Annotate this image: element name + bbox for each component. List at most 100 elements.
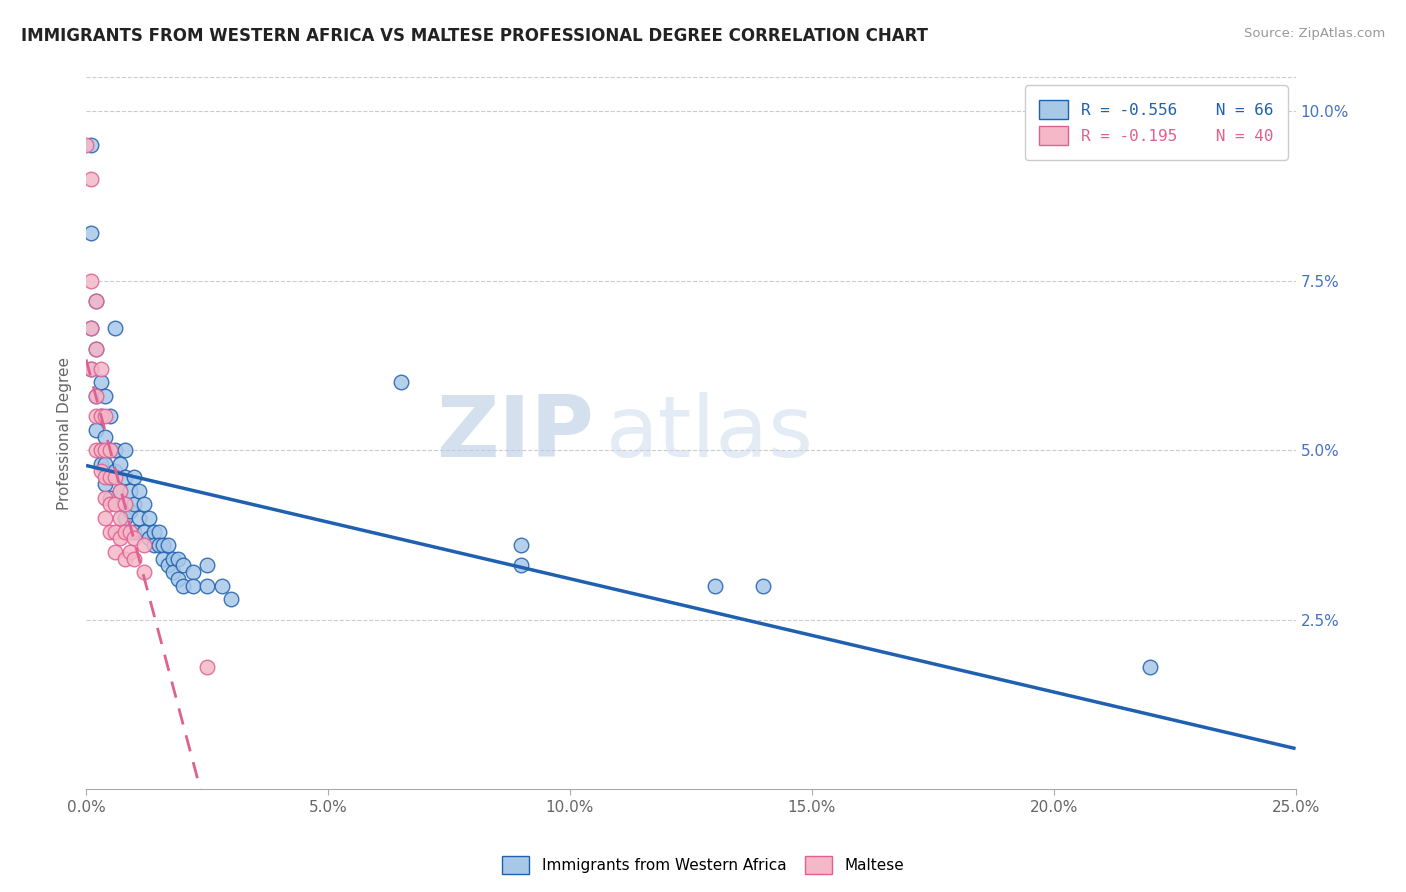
Legend: Immigrants from Western Africa, Maltese: Immigrants from Western Africa, Maltese [496, 850, 910, 880]
Point [80, 321, 103, 335]
Point [84, 409, 107, 424]
Point [90, 409, 112, 424]
Point [124, 532, 146, 546]
Point [134, 524, 156, 539]
Point [211, 579, 233, 593]
Point [75, 138, 97, 153]
Point [84, 342, 107, 356]
Point [704, 579, 727, 593]
Point [104, 545, 127, 559]
Point [142, 538, 165, 552]
Point [104, 321, 127, 335]
Point [84, 423, 107, 437]
Point [98, 524, 121, 539]
Point [148, 524, 170, 539]
Point [94, 430, 117, 444]
Point [114, 443, 136, 458]
Point [510, 558, 533, 573]
Point [152, 551, 174, 566]
Point [219, 592, 242, 607]
Point [94, 457, 117, 471]
Point [752, 579, 775, 593]
Point [108, 511, 131, 525]
Point [104, 464, 127, 478]
Point [90, 409, 112, 424]
Point [80, 172, 103, 186]
Point [108, 483, 131, 498]
Point [94, 443, 117, 458]
Point [181, 579, 204, 593]
Point [90, 443, 112, 458]
Point [114, 511, 136, 525]
Text: ZIP: ZIP [436, 392, 595, 475]
Point [108, 457, 131, 471]
Point [108, 532, 131, 546]
Point [152, 538, 174, 552]
Point [84, 294, 107, 309]
Point [94, 470, 117, 484]
Point [157, 538, 180, 552]
Point [90, 464, 112, 478]
Point [80, 274, 103, 288]
Point [98, 491, 121, 505]
Point [124, 498, 146, 512]
Point [195, 660, 218, 674]
Point [128, 483, 150, 498]
Point [94, 511, 117, 525]
Point [90, 362, 112, 376]
Point [98, 470, 121, 484]
Point [84, 342, 107, 356]
Point [124, 524, 146, 539]
Point [114, 470, 136, 484]
Point [84, 389, 107, 403]
Point [80, 362, 103, 376]
Point [104, 524, 127, 539]
Point [134, 538, 156, 552]
Point [84, 294, 107, 309]
Point [118, 545, 141, 559]
Point [90, 376, 112, 390]
Point [510, 538, 533, 552]
Text: Source: ZipAtlas.com: Source: ZipAtlas.com [1244, 27, 1385, 40]
Point [104, 470, 127, 484]
Point [162, 566, 184, 580]
Point [162, 551, 184, 566]
Point [114, 551, 136, 566]
Point [114, 498, 136, 512]
Point [128, 511, 150, 525]
Text: IMMIGRANTS FROM WESTERN AFRICA VS MALTESE PROFESSIONAL DEGREE CORRELATION CHART: IMMIGRANTS FROM WESTERN AFRICA VS MALTES… [21, 27, 928, 45]
Point [138, 511, 160, 525]
Point [94, 477, 117, 491]
Point [104, 443, 127, 458]
Point [118, 524, 141, 539]
Point [138, 532, 160, 546]
Legend: R = -0.556    N = 66, R = -0.195    N = 40: R = -0.556 N = 66, R = -0.195 N = 40 [1025, 86, 1288, 160]
Y-axis label: Professional Degree: Professional Degree [58, 357, 72, 510]
Point [80, 321, 103, 335]
Text: atlas: atlas [606, 392, 814, 475]
Point [90, 443, 112, 458]
Point [181, 566, 204, 580]
Point [148, 538, 170, 552]
Point [114, 498, 136, 512]
Point [80, 227, 103, 241]
Point [98, 443, 121, 458]
Point [124, 551, 146, 566]
Point [90, 457, 112, 471]
Point [104, 498, 127, 512]
Point [98, 409, 121, 424]
Point [84, 389, 107, 403]
Point [118, 483, 141, 498]
Point [172, 579, 194, 593]
Point [98, 498, 121, 512]
Point [80, 362, 103, 376]
Point [195, 558, 218, 573]
Point [389, 376, 412, 390]
Point [1139, 660, 1161, 674]
Point [124, 470, 146, 484]
Point [167, 572, 190, 586]
Point [118, 504, 141, 518]
Point [94, 491, 117, 505]
Point [157, 558, 180, 573]
Point [98, 443, 121, 458]
